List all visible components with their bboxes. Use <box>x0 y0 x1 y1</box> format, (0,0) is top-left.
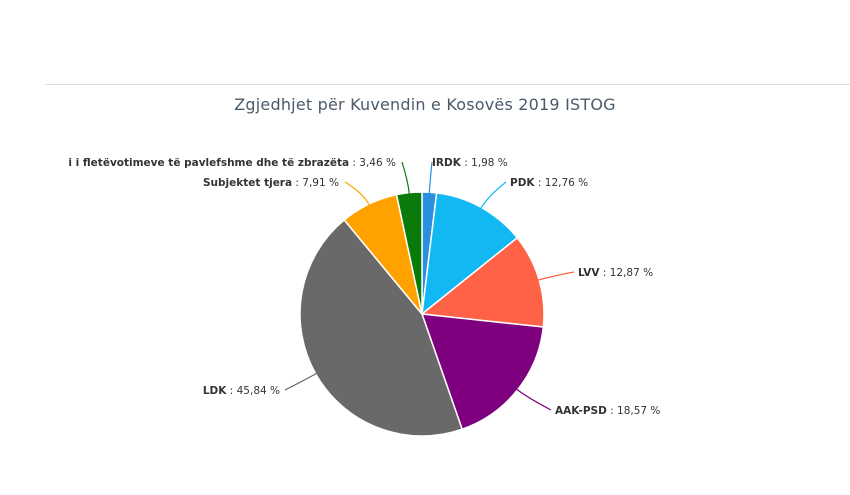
slice-label-3: AAK-PSD : 18,57 % <box>555 405 660 417</box>
slice-label-1: PDK : 12,76 % <box>510 177 588 189</box>
connector-1 <box>479 181 507 210</box>
slice-label-4: LDK : 45,84 % <box>203 385 280 397</box>
chart-title: Zgjedhjet për Kuvendin e Kosovës 2019 IS… <box>234 95 616 114</box>
label-connectors <box>284 161 575 411</box>
connector-2 <box>537 271 575 281</box>
pie-slices <box>299 191 545 437</box>
slice-labels: IRDK : 1,98 %PDK : 12,76 % LVV : 12,87 % A… <box>68 157 660 417</box>
slice-label-5: Subjektet tjera : 7,91 % <box>203 177 339 189</box>
connector-5 <box>344 181 371 207</box>
connector-6 <box>401 161 411 195</box>
slice-label-0: IRDK : 1,98 % <box>432 157 508 169</box>
slice-label-2: LVV : 12,87 % <box>578 267 653 279</box>
connector-3 <box>515 388 552 411</box>
connector-4 <box>284 372 318 391</box>
connector-0 <box>428 161 433 195</box>
slice-label-6: i i fletëvotimeve të pavlefshme dhe të z… <box>68 157 396 169</box>
header-divider <box>45 84 850 85</box>
